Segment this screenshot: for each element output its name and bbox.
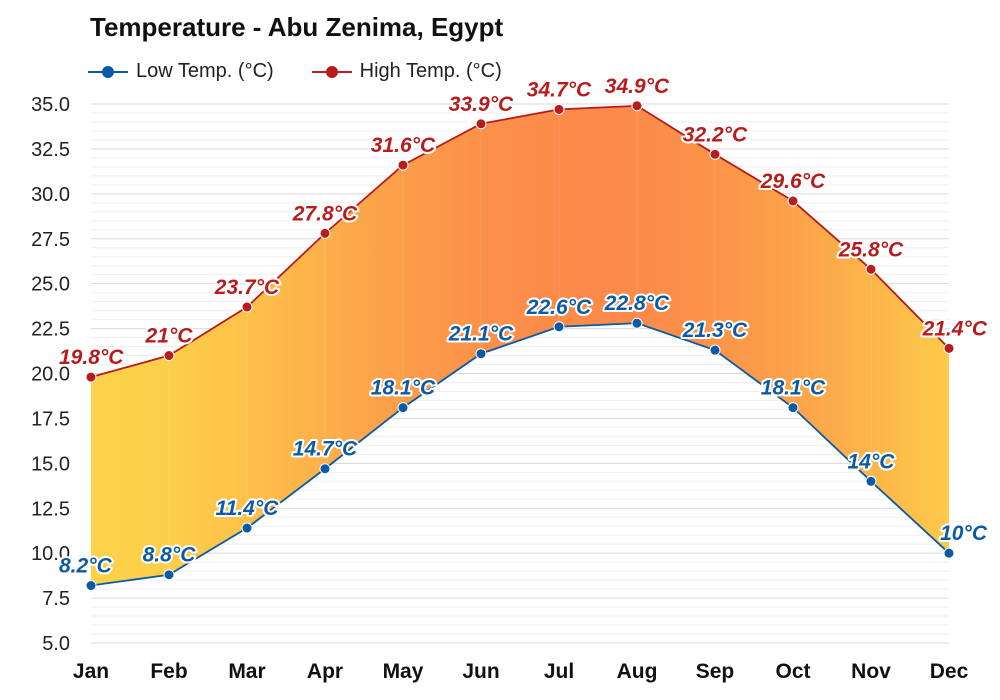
legend-item-low[interactable]: Low Temp. (°C) [88, 60, 274, 83]
low-temp-line [90, 322, 950, 587]
high-temp-data-label: 27.8°C [292, 202, 358, 225]
high-temp-data-label: 34.9°C [605, 75, 670, 98]
low-temp-data-label: 8.2°C [59, 555, 113, 578]
x-tick-label-may: May [383, 660, 424, 683]
low-temp-point[interactable] [397, 402, 409, 414]
x-tick-label-apr: Apr [307, 660, 343, 683]
high-temp-point[interactable] [709, 148, 721, 160]
high-temp-point[interactable] [163, 350, 175, 362]
y-tick-label: 27.5 [31, 229, 70, 251]
y-tick-label: 12.5 [31, 498, 70, 520]
temperature-range-band [91, 105, 949, 586]
high-temp-point[interactable] [319, 227, 331, 239]
legend-low-label: Low Temp. (°C) [136, 60, 274, 82]
low-temp-data-label: 8.8°C [143, 544, 197, 567]
high-temp-point[interactable] [865, 263, 877, 275]
high-temp-data-label: 21.4°C [922, 317, 988, 340]
high-temp-point[interactable] [85, 371, 97, 383]
y-tick-label: 5.0 [42, 633, 70, 655]
low-temp-point[interactable] [787, 402, 799, 414]
low-temp-point[interactable] [865, 475, 877, 487]
x-tick-label-dec: Dec [930, 660, 969, 683]
high-temp-data-label: 32.2°C [683, 123, 748, 146]
x-tick-label-mar: Mar [228, 660, 265, 683]
x-tick-label-jul: Jul [544, 660, 574, 683]
low-temp-point[interactable] [163, 569, 175, 581]
low-temp-point[interactable] [631, 317, 643, 329]
low-temp-data-label: 21.1°C [448, 323, 514, 346]
high-temp-point[interactable] [631, 100, 643, 112]
x-tick-label-aug: Aug [617, 660, 658, 683]
x-tick-label-jan: Jan [73, 660, 109, 683]
high-temp-point[interactable] [397, 159, 409, 171]
high-temp-data-label: 29.6°C [760, 170, 826, 193]
low-temp-data-label: 14°C [848, 450, 896, 473]
legend-high-label: High Temp. (°C) [359, 60, 502, 82]
low-temp-data-label: 10°C [940, 522, 988, 545]
high-temp-point[interactable] [553, 103, 565, 115]
y-tick-label: 30.0 [31, 184, 70, 206]
low-temp-data-label: 18.1°C [371, 377, 436, 400]
low-temp-point[interactable] [241, 522, 253, 534]
high-temp-data-label: 34.7°C [527, 78, 592, 101]
high-temp-data-label: 21°C [145, 325, 194, 348]
low-temp-point[interactable] [553, 321, 565, 333]
high-temp-point[interactable] [943, 342, 955, 354]
y-tick-label: 17.5 [31, 408, 70, 430]
low-temp-data-label: 21.3°C [682, 319, 748, 342]
high-temp-data-label: 33.9°C [449, 93, 514, 116]
low-temp-data-label: 22.8°C [604, 292, 670, 315]
low-temp-point[interactable] [85, 580, 97, 592]
x-tick-label-jun: Jun [462, 660, 499, 683]
high-temp-point[interactable] [241, 301, 253, 313]
x-tick-label-oct: Oct [775, 660, 810, 683]
x-tick-label-feb: Feb [150, 660, 187, 683]
low-temp-data-label: 22.6°C [526, 296, 592, 319]
y-tick-label: 22.5 [31, 319, 70, 341]
chart-legend: Low Temp. (°C) High Temp. (°C) [88, 60, 502, 83]
legend-low-swatch-icon [88, 65, 128, 79]
y-tick-label: 35.0 [31, 94, 70, 116]
high-temp-point[interactable] [475, 118, 487, 130]
high-temp-data-label: 25.8°C [838, 238, 904, 261]
low-temp-point[interactable] [943, 547, 955, 559]
y-tick-label: 20.0 [31, 364, 70, 386]
y-tick-label: 25.0 [31, 274, 70, 296]
low-temp-point[interactable] [709, 344, 721, 356]
x-tick-label-sep: Sep [696, 660, 735, 683]
y-tick-label: 7.5 [42, 588, 70, 610]
legend-high-swatch-icon [311, 65, 352, 79]
y-tick-label: 32.5 [31, 139, 70, 161]
high-temp-point[interactable] [787, 195, 799, 207]
high-temp-data-label: 23.7°C [214, 276, 280, 299]
low-temp-data-label: 18.1°C [761, 377, 826, 400]
y-tick-label: 10.0 [31, 543, 70, 565]
chart-title: Temperature - Abu Zenima, Egypt [90, 12, 504, 42]
low-temp-data-label: 11.4°C [216, 497, 280, 520]
high-temp-data-label: 31.6°C [371, 134, 436, 157]
low-temp-data-label: 14.7°C [293, 438, 358, 461]
high-temp-data-label: 19.8°C [59, 346, 124, 369]
low-temp-point[interactable] [319, 463, 331, 475]
y-tick-label: 15.0 [31, 453, 70, 475]
low-temp-point[interactable] [475, 348, 487, 360]
x-tick-label-nov: Nov [851, 660, 891, 683]
high-temp-line [90, 104, 950, 378]
legend-item-high[interactable]: High Temp. (°C) [311, 60, 502, 83]
